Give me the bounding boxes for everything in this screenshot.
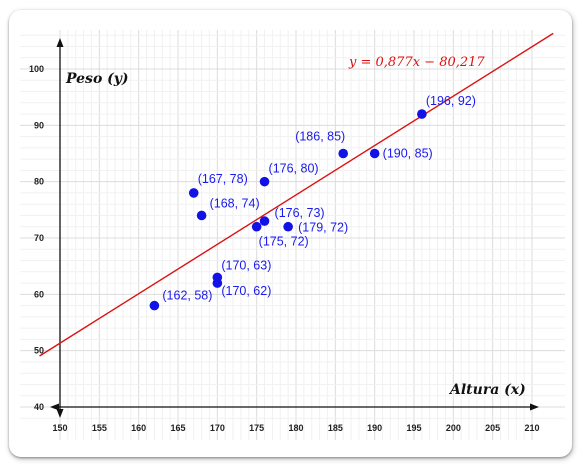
x-tick-label: 205 xyxy=(485,423,500,433)
x-axis-arrow-right xyxy=(530,403,539,411)
data-point-label: (162, 58) xyxy=(162,289,212,303)
x-tick-label: 165 xyxy=(170,423,185,433)
x-tick-label: 175 xyxy=(249,423,264,433)
x-tick-label: 195 xyxy=(406,423,421,433)
y-tick-label: 90 xyxy=(34,120,44,130)
x-tick-label: 210 xyxy=(524,423,539,433)
data-point xyxy=(417,109,427,119)
data-point-label: (175, 72) xyxy=(259,235,309,249)
x-tick-label: 190 xyxy=(367,423,382,433)
y-axis-arrow-down xyxy=(56,409,64,418)
y-axis-arrow-up xyxy=(56,38,64,47)
data-point xyxy=(283,221,293,232)
data-point xyxy=(259,176,270,187)
data-point xyxy=(149,300,160,311)
x-axis-title: Altura (x) xyxy=(448,382,526,398)
x-tick-label: 160 xyxy=(131,423,146,433)
data-point xyxy=(251,221,262,232)
data-point-label: (179, 72) xyxy=(298,221,348,235)
y-tick-label: 100 xyxy=(29,64,44,74)
data-point-label: (190, 85) xyxy=(383,147,433,161)
y-tick-label: 60 xyxy=(34,289,44,299)
x-tick-label: 170 xyxy=(210,423,225,433)
data-point xyxy=(188,188,199,198)
x-tick-label: 185 xyxy=(328,423,343,433)
data-point xyxy=(259,216,270,226)
axes xyxy=(50,38,539,418)
data-point-label: (168, 74) xyxy=(210,196,260,210)
x-tick-label: 180 xyxy=(288,423,303,433)
y-tick-label: 40 xyxy=(34,402,44,412)
data-points xyxy=(149,109,427,311)
data-point-label: (186, 85) xyxy=(295,130,345,144)
x-axis-arrow-left xyxy=(50,403,59,411)
data-point-label: (167, 78) xyxy=(198,172,248,186)
y-tick-label: 50 xyxy=(34,346,44,356)
point-labels: (162, 58) (167, 78) (168, 74) (170, 63) (170… xyxy=(162,94,475,303)
x-tick-label: 200 xyxy=(446,423,461,433)
grid-lines xyxy=(20,30,565,440)
y-tick-labels: 40 50 60 70 80 90 100 xyxy=(29,64,44,412)
x-tick-labels: 150 155 160 165 170 175 180 185 190 195 200 205 210 xyxy=(52,423,539,433)
regression-equation: y = 0,877x − 80,217 xyxy=(348,55,485,70)
data-point-label: (196, 92) xyxy=(426,94,476,108)
chart-card xyxy=(9,10,572,457)
data-point xyxy=(338,148,349,159)
data-point xyxy=(212,278,223,288)
x-tick-label: 150 xyxy=(52,423,67,433)
y-tick-label: 70 xyxy=(34,233,44,243)
data-point xyxy=(196,210,207,221)
regression-line-path xyxy=(39,32,554,357)
data-point-label: (170, 63) xyxy=(221,258,271,272)
y-axis-title: Peso (y) xyxy=(65,71,129,87)
data-point xyxy=(369,148,380,159)
regression-line xyxy=(39,32,554,357)
data-point-label: (176, 73) xyxy=(275,206,325,220)
data-point-label: (176, 80) xyxy=(269,162,319,176)
y-tick-label: 80 xyxy=(34,177,44,187)
x-tick-label: 155 xyxy=(92,423,107,433)
data-point-label: (170, 62) xyxy=(221,284,271,298)
